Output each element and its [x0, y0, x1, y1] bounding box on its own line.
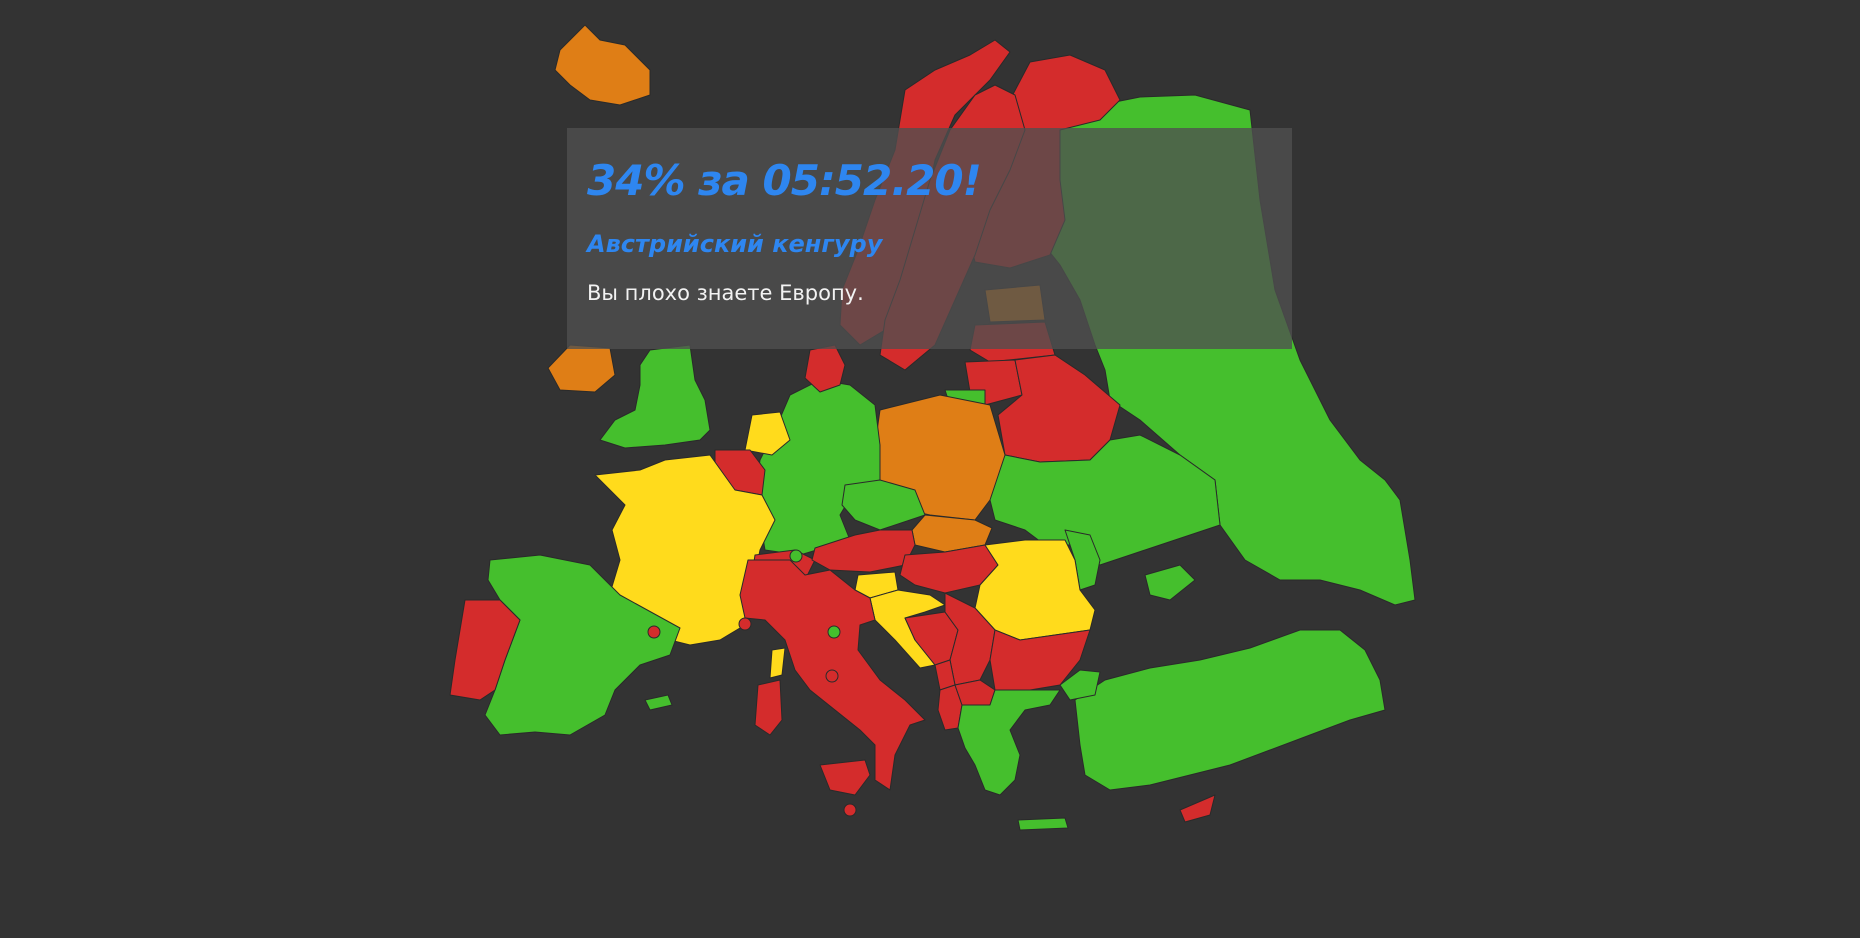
country-ukraine[interactable] [974, 434, 1221, 566]
microstate-malta[interactable] [843, 803, 857, 817]
country-bulgaria[interactable] [989, 629, 1091, 691]
microstate-vatican[interactable] [825, 669, 839, 683]
country-north-macedonia[interactable] [954, 679, 996, 706]
country-sicily[interactable] [819, 759, 871, 796]
country-netherlands[interactable] [744, 411, 791, 456]
microstate-monaco[interactable] [738, 617, 752, 631]
country-crimea[interactable] [1144, 564, 1196, 601]
score-heading: 34% за 05:52.20! [587, 156, 982, 205]
country-czechia[interactable] [841, 479, 926, 531]
country-turkey[interactable] [1074, 629, 1386, 791]
country-iceland[interactable] [554, 24, 651, 106]
rank-title: Австрийский кенгуру [587, 230, 883, 259]
country-germany[interactable] [754, 379, 881, 556]
country-corsica[interactable] [769, 647, 786, 679]
result-panel: 34% за 05:52.20! Австрийский кенгуру Вы … [567, 128, 1292, 349]
country-crete[interactable] [1017, 817, 1069, 831]
country-cyprus[interactable] [1179, 794, 1216, 823]
microstate-liechtenstein[interactable] [789, 549, 803, 563]
country-sardinia[interactable] [754, 679, 783, 736]
country-greece[interactable] [957, 689, 1061, 796]
country-united-kingdom[interactable] [599, 344, 711, 449]
country-turkey-thrace[interactable] [1059, 669, 1101, 701]
country-ireland[interactable] [547, 344, 616, 393]
country-portugal[interactable] [449, 599, 521, 701]
verdict-text: Вы плохо знаете Европу. [587, 281, 864, 306]
country-balearic-islands[interactable] [644, 694, 673, 711]
microstate-san-marino[interactable] [827, 625, 841, 639]
microstate-andorra[interactable] [647, 625, 661, 639]
